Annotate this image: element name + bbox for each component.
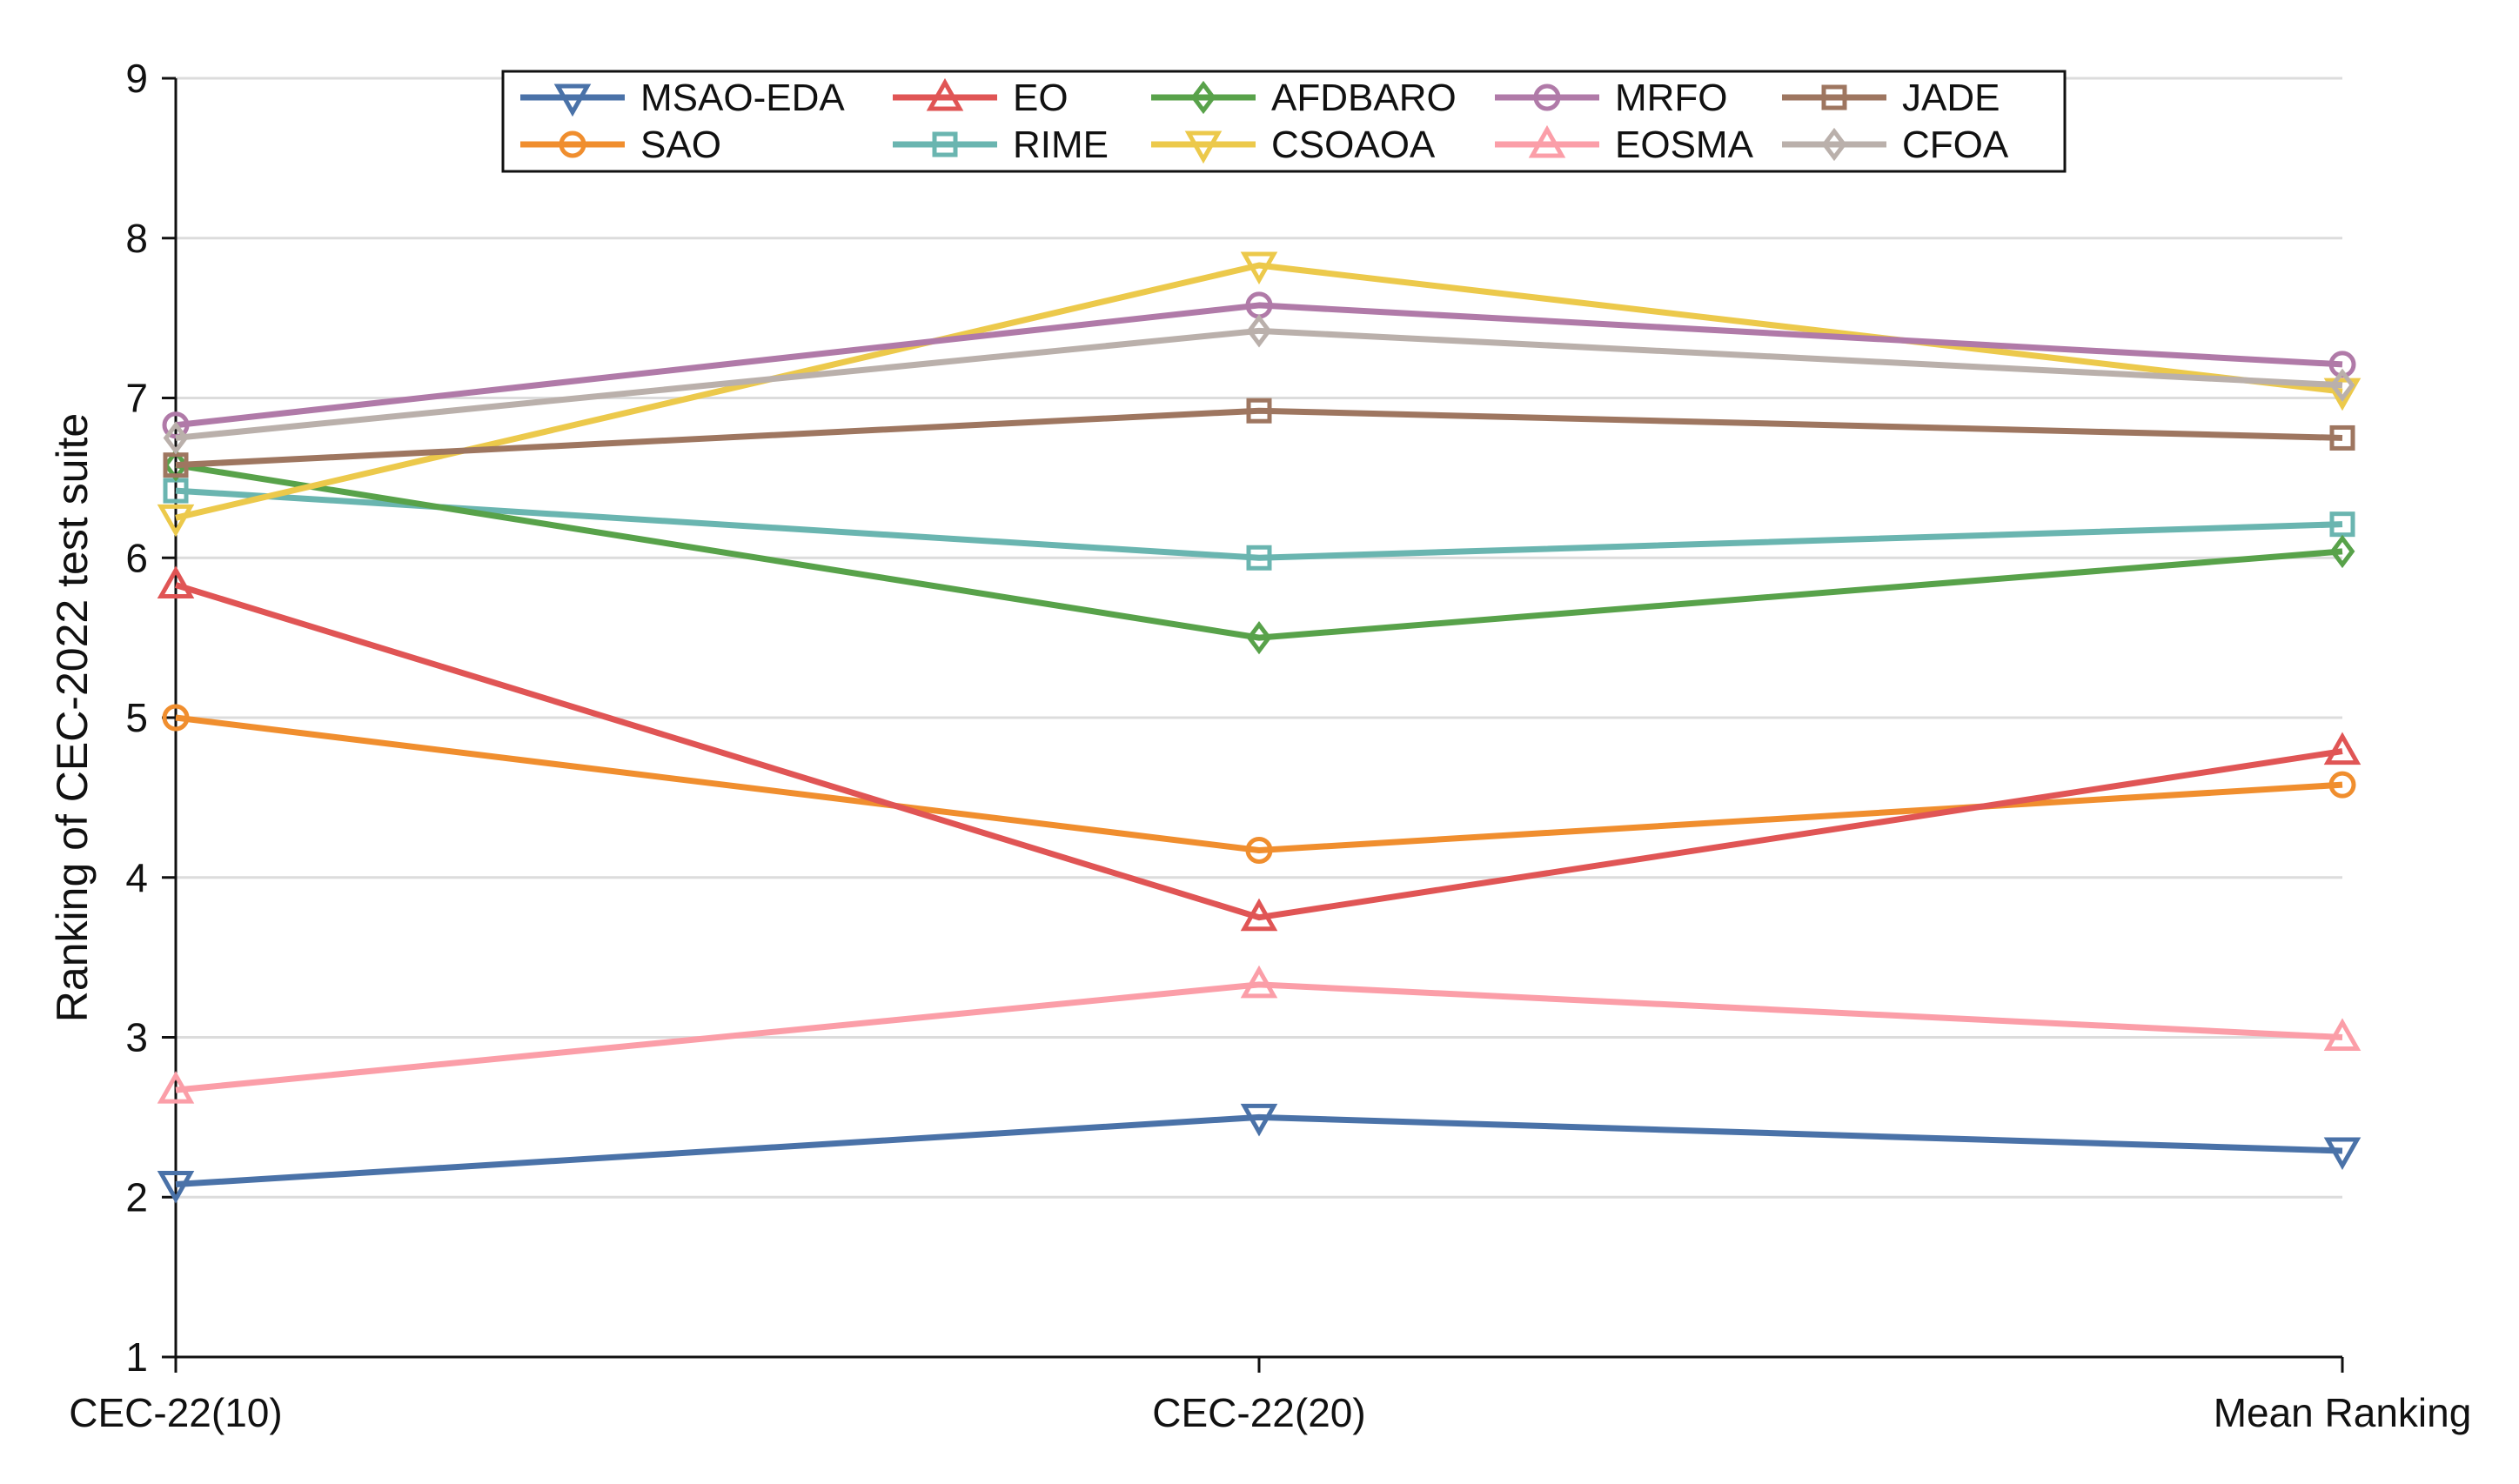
legend-marker-cfoa bbox=[1821, 127, 1847, 162]
data-point-csoaoa bbox=[157, 504, 195, 538]
series-eo bbox=[157, 565, 2362, 932]
series-line-eosma bbox=[175, 981, 2343, 1093]
series-line-sao bbox=[175, 714, 2343, 854]
legend-item-msao-eda: MSAO-EDA bbox=[520, 77, 845, 119]
legend-item-jade: JADE bbox=[1782, 77, 2000, 119]
legend-label: SAO bbox=[640, 124, 721, 166]
y-tick-label: 7 bbox=[125, 376, 148, 421]
data-point-afdbaro bbox=[2329, 534, 2355, 569]
legend-box bbox=[501, 70, 2067, 173]
data-point-rime bbox=[1246, 545, 1272, 571]
series-rime bbox=[163, 478, 2355, 571]
legend-item-sao: SAO bbox=[520, 124, 721, 166]
y-tick-label: 9 bbox=[125, 56, 148, 101]
series-line-cfoa bbox=[175, 327, 2343, 441]
y-tick-label: 5 bbox=[125, 695, 148, 740]
x-tick-label: CEC-22(10) bbox=[69, 1390, 282, 1435]
data-point-sao bbox=[1245, 837, 1273, 865]
data-point-eo bbox=[157, 565, 195, 598]
legend-label: MRFO bbox=[1615, 77, 1728, 119]
series-afdbaro bbox=[163, 448, 2355, 655]
legend-label: CSOAOA bbox=[1271, 124, 1436, 166]
y-tick-label: 2 bbox=[125, 1174, 148, 1220]
data-point-jade bbox=[163, 452, 189, 478]
y-tick-label: 8 bbox=[125, 216, 148, 261]
x-tick-label: Mean Ranking bbox=[2214, 1390, 2472, 1435]
legend-marker-mrfo bbox=[1533, 84, 1561, 111]
legend-item-afdbaro: AFDBARO bbox=[1151, 77, 1457, 119]
legend-item-csoaoa: CSOAOA bbox=[1151, 124, 1436, 166]
legend-item-eo: EO bbox=[893, 77, 1069, 119]
data-point-jade bbox=[1246, 398, 1272, 424]
legend-item-mrfo: MRFO bbox=[1495, 77, 1728, 119]
legend-marker-csoaoa bbox=[1184, 130, 1223, 164]
legend-marker-jade bbox=[1821, 84, 1847, 110]
legend-label: AFDBARO bbox=[1271, 77, 1457, 119]
legend-label: RIME bbox=[1013, 124, 1109, 166]
legend-marker-rime bbox=[932, 131, 958, 157]
legend-item-rime: RIME bbox=[893, 124, 1109, 166]
data-point-msao-eda bbox=[2323, 1137, 2362, 1171]
axes: Ranking of CEC-2022 test suite 1 2 3 4 5 6 7 8 9… bbox=[48, 56, 2471, 1435]
y-tick-label: 6 bbox=[125, 535, 148, 580]
legend-item-eosma: EOSMA bbox=[1495, 124, 1754, 166]
series-line-afdbaro bbox=[175, 462, 2343, 641]
data-point-eo bbox=[2323, 732, 2362, 765]
legend: MSAO-EDA EO AFDBARO MRFO JADE SAO RIME CSOAOA EO… bbox=[501, 70, 2067, 173]
legend-label: JADE bbox=[1902, 77, 2000, 119]
x-tick-label: CEC-22(20) bbox=[1152, 1390, 1365, 1435]
y-tick-label: 3 bbox=[125, 1015, 148, 1060]
legend-label: CFOA bbox=[1902, 124, 2009, 166]
data-point-csoaoa bbox=[1240, 251, 1278, 285]
y-tick-label: 4 bbox=[125, 855, 148, 900]
legend-item-cfoa: CFOA bbox=[1782, 124, 2009, 166]
data-point-eo bbox=[1240, 898, 1278, 932]
series-line-msao-eda bbox=[175, 1113, 2343, 1188]
series-line-eo bbox=[174, 582, 2343, 921]
series-msao-eda bbox=[157, 1103, 2362, 1204]
data-point-sao bbox=[162, 704, 190, 732]
series-eosma bbox=[157, 965, 2362, 1104]
series-line-rime bbox=[175, 487, 2343, 561]
y-tick-label: 1 bbox=[125, 1334, 148, 1380]
y-axis-title: Ranking of CEC-2022 test suite bbox=[48, 413, 97, 1022]
series-sao bbox=[162, 704, 2356, 865]
series-csoaoa bbox=[157, 251, 2362, 538]
legend-marker-afdbaro bbox=[1190, 80, 1216, 115]
data-point-csoaoa bbox=[2323, 378, 2362, 411]
data-point-jade bbox=[2329, 424, 2355, 451]
data-point-sao bbox=[2328, 771, 2356, 799]
legend-marker-sao bbox=[559, 130, 586, 158]
data-point-cfoa bbox=[163, 421, 189, 455]
series-jade bbox=[163, 398, 2355, 478]
data-point-afdbaro bbox=[163, 448, 189, 482]
legend-label: MSAO-EDA bbox=[640, 77, 845, 119]
data-point-afdbaro bbox=[1246, 620, 1272, 655]
legend-label: EOSMA bbox=[1615, 124, 1754, 166]
data-point-eosma bbox=[1240, 965, 1278, 999]
data-point-cfoa bbox=[1246, 314, 1272, 348]
data-point-eosma bbox=[2323, 1018, 2362, 1051]
data-point-msao-eda bbox=[1240, 1103, 1278, 1137]
series-line-csoaoa bbox=[175, 262, 2343, 521]
legend-marker-msao-eda bbox=[553, 84, 592, 117]
data-point-eosma bbox=[157, 1071, 195, 1104]
series-lines bbox=[157, 251, 2362, 1204]
legend-marker-eo bbox=[926, 77, 964, 111]
legend-label: EO bbox=[1013, 77, 1069, 119]
data-point-rime bbox=[2329, 511, 2355, 538]
data-point-msao-eda bbox=[157, 1171, 195, 1204]
series-cfoa bbox=[163, 314, 2355, 455]
series-line-mrfo bbox=[175, 302, 2343, 429]
series-line-jade bbox=[175, 407, 2343, 469]
data-point-cfoa bbox=[2329, 368, 2355, 402]
legend-marker-eosma bbox=[1528, 124, 1566, 158]
